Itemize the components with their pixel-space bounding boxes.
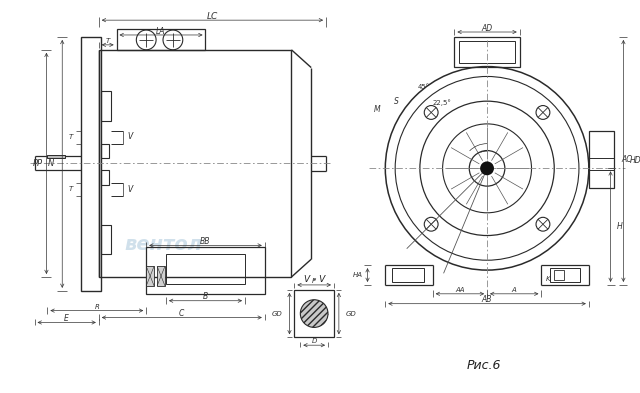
Bar xyxy=(99,50,291,277)
Bar xyxy=(294,290,334,337)
Text: K: K xyxy=(546,276,550,282)
Text: P: P xyxy=(36,159,42,168)
Text: HD: HD xyxy=(629,156,640,165)
Text: E: E xyxy=(64,314,69,323)
Bar xyxy=(81,37,100,291)
Text: P: P xyxy=(33,159,38,168)
Text: V: V xyxy=(128,132,133,141)
Text: BB: BB xyxy=(200,237,211,246)
Text: вентол: вентол xyxy=(124,235,202,254)
Text: R: R xyxy=(94,304,99,310)
Bar xyxy=(589,131,614,188)
Text: M: M xyxy=(374,105,381,114)
Bar xyxy=(146,247,265,294)
Text: AD: AD xyxy=(481,24,493,33)
Bar xyxy=(454,37,520,66)
Text: LA: LA xyxy=(156,26,166,35)
Text: T: T xyxy=(69,134,73,140)
Text: A: A xyxy=(512,287,516,293)
Text: S: S xyxy=(394,97,399,106)
Text: GD: GD xyxy=(346,310,356,317)
Bar xyxy=(100,170,109,185)
Text: V - V: V - V xyxy=(303,275,324,285)
Text: AB: AB xyxy=(482,295,492,304)
Bar xyxy=(100,91,111,121)
Circle shape xyxy=(480,162,494,175)
Text: AC: AC xyxy=(621,155,632,164)
Text: N: N xyxy=(48,160,54,168)
Bar xyxy=(47,154,65,158)
Bar xyxy=(100,225,111,254)
Text: T: T xyxy=(106,38,110,44)
Bar xyxy=(100,144,109,158)
Text: T: T xyxy=(69,186,73,192)
Text: HA: HA xyxy=(353,272,363,278)
Bar xyxy=(554,270,564,280)
Bar xyxy=(166,254,245,284)
Text: 22,5°: 22,5° xyxy=(433,99,452,105)
Bar xyxy=(460,41,515,62)
Text: D: D xyxy=(312,338,317,344)
Text: F: F xyxy=(312,278,316,284)
Text: C: C xyxy=(179,309,184,318)
Text: LC: LC xyxy=(207,12,218,21)
Text: H: H xyxy=(616,222,622,231)
Text: V: V xyxy=(128,185,133,194)
Bar xyxy=(157,266,165,286)
Bar xyxy=(550,268,580,282)
Bar xyxy=(116,29,205,50)
Text: GD: GD xyxy=(272,310,282,317)
Text: 45°: 45° xyxy=(418,84,430,90)
Text: Рис.6: Рис.6 xyxy=(467,360,501,373)
Bar xyxy=(589,158,614,170)
Bar xyxy=(146,266,154,286)
Text: B: B xyxy=(203,292,208,301)
Bar xyxy=(392,268,424,282)
Text: AA: AA xyxy=(455,287,465,293)
Circle shape xyxy=(300,300,328,327)
